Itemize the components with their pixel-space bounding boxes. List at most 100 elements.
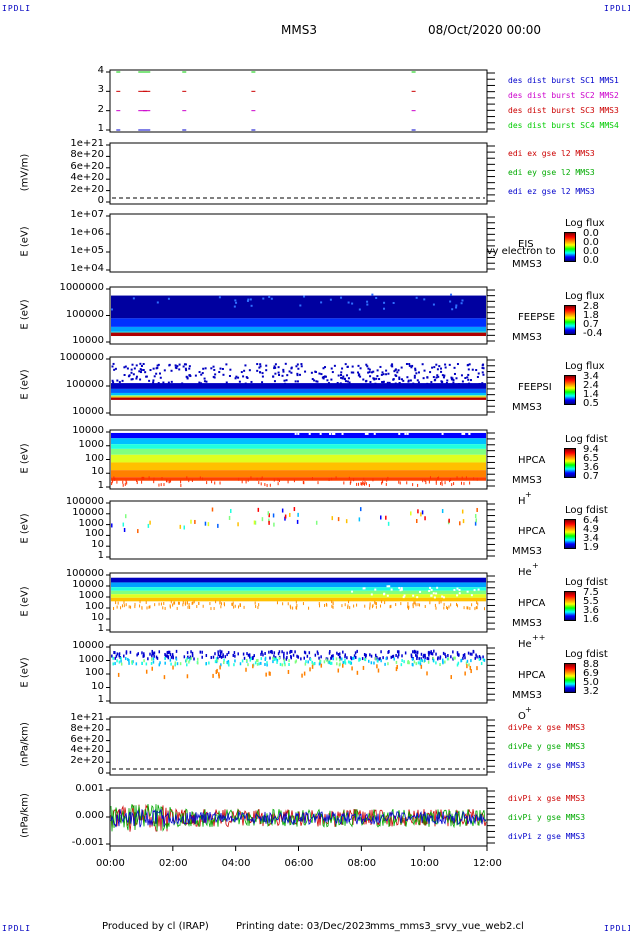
y-tick-label: 1e+04: [70, 263, 104, 274]
spectrogram-pixel: [372, 478, 374, 482]
species-charge: ++: [532, 633, 546, 642]
spectrogram-pixel: [264, 662, 266, 666]
spectrogram-pixel: [165, 479, 167, 483]
spectrogram-pixel: [386, 594, 389, 597]
instrument-label: HPCA: [518, 598, 546, 609]
species-label: H: [518, 496, 526, 507]
colorbar-value: 0.0: [583, 228, 599, 239]
spectrogram-pixel: [457, 661, 460, 665]
spectrogram-pixel: [413, 650, 416, 654]
spectrogram-pixel: [441, 482, 443, 486]
spectrogram-pixel: [447, 657, 450, 661]
spectrogram-pixel: [260, 652, 262, 656]
spectrogram-pixel: [283, 658, 285, 662]
spectrogram-pixel: [476, 666, 478, 671]
spectrogram-pixel: [152, 660, 155, 664]
spectrogram-pixel: [437, 477, 439, 481]
spectrogram-pixel: [404, 651, 407, 655]
spectrogram-pixel: [134, 605, 136, 609]
spectrogram-pixel: [316, 650, 319, 654]
spectrogram-pixel: [452, 650, 454, 654]
spectrogram-pixel: [420, 664, 423, 669]
spectrogram-pixel: [122, 480, 124, 484]
spectrogram-pixel: [328, 661, 330, 665]
spectrogram-pixel: [430, 652, 433, 656]
spectrogram-pixel: [369, 604, 371, 608]
spectrogram-pixel: [341, 604, 343, 608]
colorbar: [564, 305, 576, 335]
spectrogram-pixel: [458, 653, 460, 657]
spectrogram-pixel: [234, 659, 236, 663]
spectrogram-pixel: [343, 378, 346, 381]
spectrogram-pixel: [421, 510, 424, 515]
spectrogram-pixel: [245, 667, 247, 672]
spectrogram-pixel: [122, 483, 124, 487]
spectrogram-pixel: [440, 600, 442, 604]
colorbar: [564, 448, 576, 478]
spectrogram-pixel: [172, 655, 174, 659]
spectrogram-pixel: [381, 481, 383, 485]
spectrogram-pixel: [392, 301, 395, 304]
spectrogram-pixel: [466, 664, 468, 669]
spectrogram-pixel: [378, 657, 380, 661]
panel-frame: [109, 69, 488, 133]
spectrogram-pixel: [183, 525, 185, 530]
spectrogram-pixel: [261, 517, 264, 522]
spectrogram-pixel: [415, 603, 417, 607]
spectrogram-pixel: [346, 656, 348, 660]
spectrogram-pixel: [359, 507, 362, 512]
spectrogram-pixel: [461, 380, 464, 383]
spectrogram-pixel: [430, 381, 433, 384]
spectrogram-pixel: [406, 432, 409, 435]
plot-title: MMS3: [281, 23, 317, 37]
spectrogram-pixel: [293, 479, 295, 483]
spectrogram-pixel: [127, 657, 129, 661]
spectrogram-pixel: [374, 601, 376, 605]
overlay-label: Lvy electron to: [481, 246, 556, 257]
spectrogram-pixel: [419, 662, 422, 666]
spectrogram-pixel: [115, 654, 118, 658]
spectrogram-pixel: [390, 604, 392, 608]
y-tick-label: 8e+20: [70, 722, 104, 734]
spectrogram-pixel: [441, 374, 444, 377]
spectrogram-pixel: [120, 659, 122, 663]
y-tick-label: 2e+20: [70, 183, 104, 195]
y-tick-label: 2: [97, 103, 104, 115]
spectrogram-pixel: [205, 380, 208, 383]
y-tick-label: 10000: [72, 506, 104, 518]
spectrogram-pixel: [238, 605, 240, 609]
spectrogram-pixel: [424, 516, 426, 521]
spectrogram-pixel: [253, 520, 256, 525]
legend-entry: edi ey gse l2 MMS3: [508, 168, 595, 177]
spectrogram-pixel: [158, 602, 160, 606]
spectrogram-pixel: [207, 522, 210, 527]
spectrogram-pixel: [341, 432, 344, 435]
spectrogram-pixel: [273, 365, 276, 368]
spectrogram-pixel: [337, 668, 340, 673]
spectrogram-pixel: [259, 365, 262, 368]
spectrogram-pixel: [347, 605, 349, 609]
spectrogram-pixel: [153, 375, 156, 378]
spectrogram-pixel: [335, 476, 337, 480]
y-tick-label: 0.000: [75, 810, 104, 821]
spectrogram-pixel: [152, 367, 155, 370]
y-tick-label: 4e+20: [70, 172, 104, 184]
spectrogram-pixel: [112, 662, 115, 666]
spectrogram-pixel: [385, 482, 387, 486]
colorbar-value: 8.8: [583, 659, 599, 670]
spectrogram-pixel: [377, 659, 379, 663]
spectrogram-pixel: [243, 656, 246, 660]
spacecraft-label: MMS3: [512, 332, 542, 343]
corner-label-br: IPDLI: [604, 924, 630, 933]
spectrogram-pixel: [278, 650, 281, 654]
spectrogram-band: [111, 470, 486, 478]
spectrogram-pixel: [379, 657, 381, 661]
spectrogram-pixel: [375, 657, 377, 661]
spectrogram-pixel: [277, 652, 280, 656]
spectrogram-pixel: [209, 602, 211, 606]
spectrogram-pixel: [453, 656, 455, 660]
spectrogram-pixel: [201, 650, 203, 654]
y-tick-label: 1000: [78, 590, 104, 601]
spectrogram-pixel: [174, 663, 176, 667]
x-tick-label: 06:00: [284, 858, 314, 869]
